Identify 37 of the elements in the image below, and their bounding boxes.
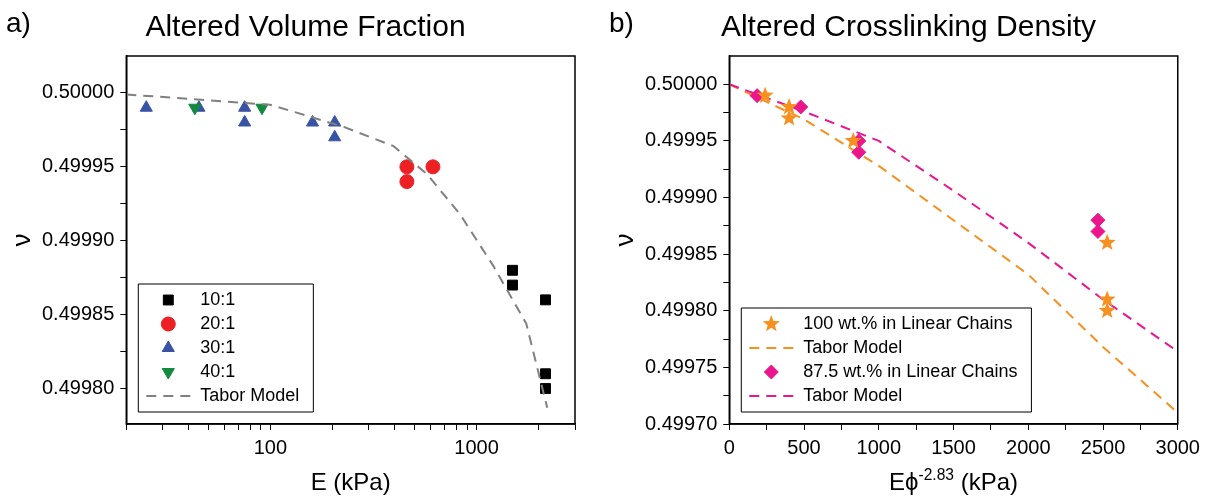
y-tick-label: 0.49995 <box>645 128 718 151</box>
x-tick-label: 1000 <box>856 435 902 458</box>
x-tick-label: 1500 <box>931 435 976 458</box>
legend-label: Tabor Model <box>803 384 903 405</box>
x-tick-label: 3000 <box>1155 435 1200 458</box>
x-tick-label: 500 <box>787 435 821 458</box>
y-tick-label: 0.50000 <box>645 71 718 94</box>
legend-label: 20:1 <box>200 312 236 333</box>
y-tick-label: 0.49975 <box>645 354 718 377</box>
chart-title: Altered Volume Fraction <box>145 9 466 43</box>
legend-label: 87.5 wt.% in Linear Chains <box>803 360 1018 381</box>
x-tick-label: 100 <box>253 435 288 458</box>
y-tick-label: 0.49980 <box>42 376 115 399</box>
y-tick-label: 0.49990 <box>645 185 718 208</box>
legend-label: 30:1 <box>200 336 236 357</box>
legend-label: Tabor Model <box>803 336 903 357</box>
y-tick-label: 0.49990 <box>42 228 115 251</box>
legend-label: 10:1 <box>200 288 236 309</box>
y-tick-label: 0.49970 <box>645 411 718 434</box>
y-tick-label: 0.49995 <box>42 154 115 177</box>
legend-label: Tabor Model <box>200 384 300 405</box>
y-axis-title: ν <box>609 233 639 247</box>
legend-label: 100 wt.% in Linear Chains <box>803 312 1013 333</box>
text: a) <box>6 7 31 38</box>
x-tick-label: 1000 <box>454 435 499 458</box>
legend-label: 40:1 <box>200 360 236 381</box>
x-tick-label: 0 <box>723 435 735 458</box>
x-tick-label: 2000 <box>1006 435 1051 458</box>
text: b) <box>609 7 634 38</box>
chart-title: Altered Crosslinking Density <box>720 9 1097 43</box>
y-tick-label: 0.50000 <box>42 80 115 103</box>
y-tick-label: 0.49985 <box>42 302 115 325</box>
y-tick-label: 0.49985 <box>645 241 718 264</box>
y-axis-title: ν <box>6 233 36 247</box>
x-axis-title: E (kPa) <box>310 468 391 495</box>
x-tick-label: 2500 <box>1080 435 1126 458</box>
y-tick-label: 0.49980 <box>645 298 718 321</box>
